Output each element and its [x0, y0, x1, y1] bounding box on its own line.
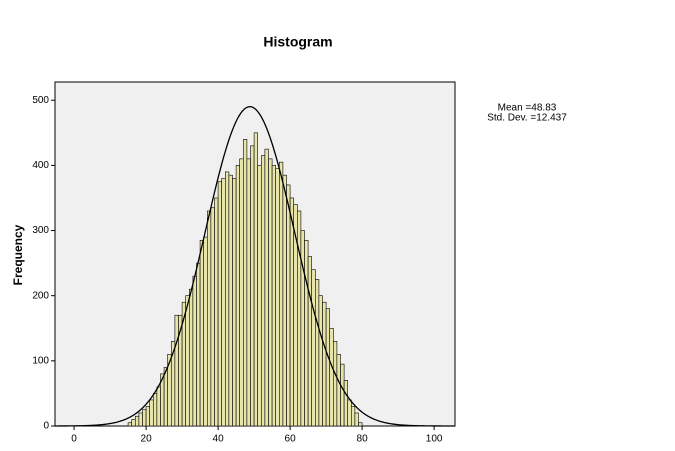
y-tick-label: 100: [32, 355, 49, 366]
y-tick-label: 0: [43, 421, 49, 432]
bar: [340, 363, 345, 427]
bar: [358, 422, 363, 427]
bar: [217, 181, 222, 427]
y-tick-label: 500: [32, 95, 49, 106]
bar: [253, 132, 259, 427]
bar: [250, 145, 255, 427]
normal-curve: [54, 106, 455, 427]
bar: [224, 171, 230, 427]
bar: [242, 139, 248, 427]
bar: [145, 406, 150, 427]
x-tick-label: 60: [285, 434, 297, 445]
bar: [282, 174, 287, 427]
bar: [286, 184, 291, 427]
bar: [203, 236, 208, 427]
bar: [138, 412, 143, 427]
bar: [239, 158, 244, 427]
bar: [192, 275, 197, 427]
chart-title: Histogram: [263, 34, 332, 50]
bar: [279, 161, 284, 427]
bar: [131, 419, 136, 427]
x-tick-label: 40: [213, 434, 225, 445]
bar: [271, 165, 277, 427]
bar: [134, 415, 140, 427]
bar: [257, 165, 262, 427]
bar: [235, 165, 240, 427]
bar: [232, 178, 237, 427]
bar: [354, 412, 359, 427]
bar: [268, 158, 273, 427]
bar: [322, 301, 327, 427]
bar: [261, 155, 266, 427]
bar: [246, 158, 251, 427]
x-tick-label: 0: [71, 434, 77, 445]
x-tick-label: 100: [426, 434, 443, 445]
bar: [185, 295, 190, 427]
bar: [163, 367, 168, 427]
y-tick-label: 400: [32, 160, 49, 171]
bar: [156, 386, 161, 427]
bar: [214, 197, 219, 427]
bar: [275, 168, 280, 427]
bar: [196, 262, 201, 427]
bar: [289, 197, 295, 427]
bar: [199, 240, 204, 427]
y-tick-label: 200: [32, 290, 49, 301]
bar: [343, 380, 349, 427]
y-axis-label: Frequency: [11, 224, 25, 285]
bar: [188, 288, 194, 427]
bar: [347, 399, 352, 427]
bar: [307, 256, 313, 427]
std-dev-label: Std. Dev. =12.437: [487, 113, 567, 124]
bar: [351, 406, 356, 427]
bar: [206, 210, 212, 427]
bar: [325, 308, 331, 427]
bar: [221, 178, 226, 427]
bar: [210, 207, 215, 427]
bar: [315, 279, 320, 427]
x-tick-label: 80: [357, 434, 369, 445]
bar: [142, 409, 147, 427]
x-tick-label: 20: [141, 434, 153, 445]
mean-label: Mean =48.83: [498, 103, 557, 114]
bar: [127, 422, 132, 427]
bar: [336, 354, 341, 427]
bar: [228, 174, 233, 427]
bar: [152, 393, 158, 427]
bar: [329, 327, 334, 427]
bar: [311, 269, 316, 427]
bar: [304, 240, 309, 427]
bar: [149, 399, 154, 427]
bar: [174, 314, 179, 427]
y-tick-label: 300: [32, 225, 49, 236]
bar: [318, 295, 323, 427]
bar: [333, 341, 338, 427]
bar: [264, 148, 269, 427]
